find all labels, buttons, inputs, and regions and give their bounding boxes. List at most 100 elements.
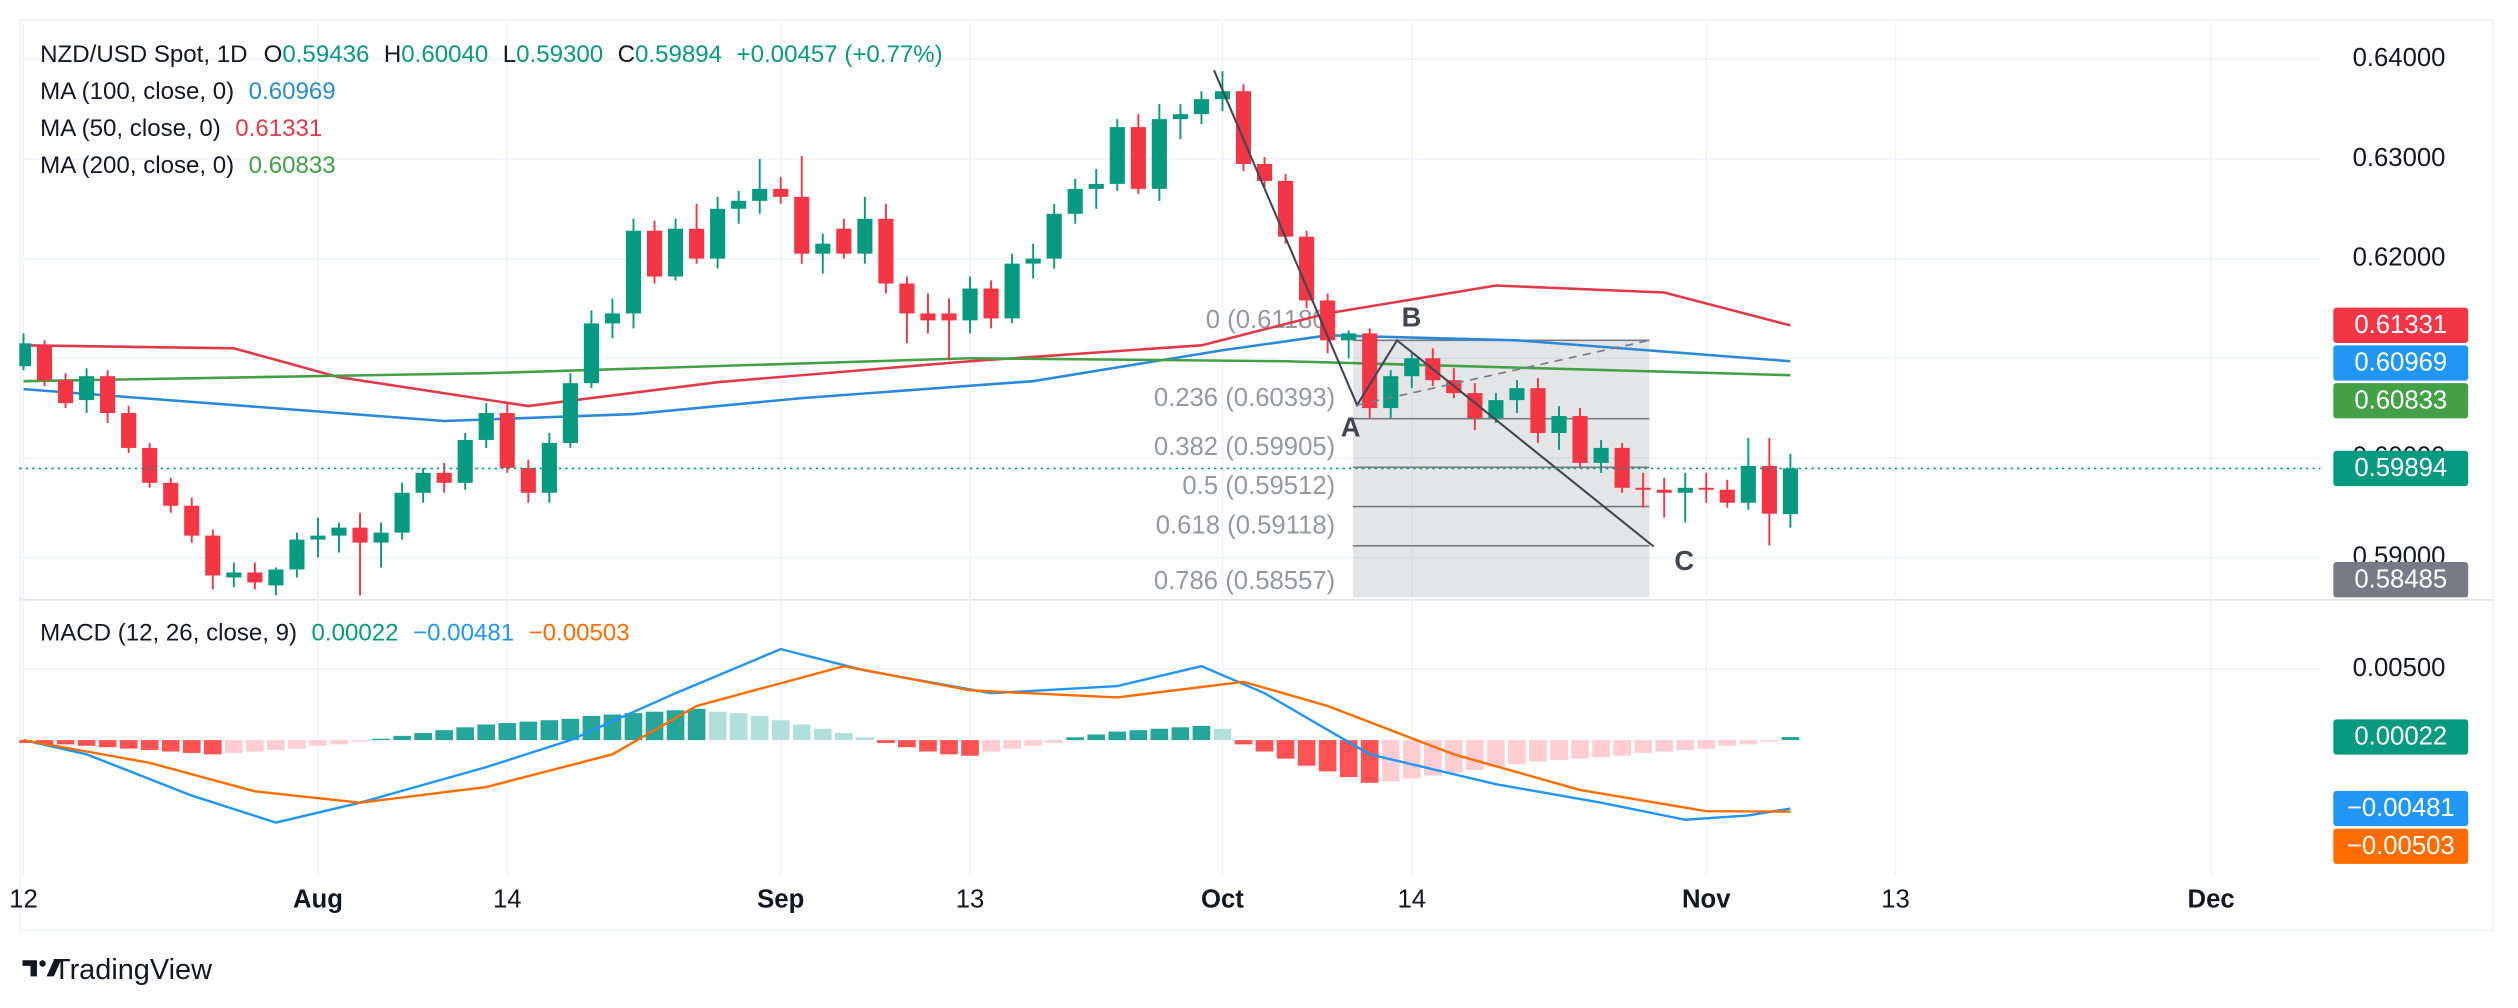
ohlc-value: 0.59894 bbox=[635, 42, 722, 69]
histogram-bar bbox=[1697, 740, 1716, 749]
histogram-bar bbox=[603, 714, 622, 741]
candle-body bbox=[710, 208, 726, 259]
candle-body bbox=[815, 243, 831, 254]
histogram-bar bbox=[898, 740, 916, 748]
candle-body bbox=[205, 535, 221, 576]
candle-body bbox=[184, 505, 200, 536]
histogram-bar bbox=[35, 740, 54, 745]
histogram-bar bbox=[477, 724, 496, 741]
ohlc-value: 0.59300 bbox=[516, 42, 603, 69]
fib-label: 0.382 (0.59905) bbox=[1154, 433, 1335, 461]
candle-body bbox=[541, 442, 557, 493]
candle-body bbox=[247, 572, 263, 583]
histogram-bar bbox=[1003, 740, 1021, 749]
histogram-bar bbox=[372, 738, 390, 741]
ma-legend-value: 0.60969 bbox=[249, 78, 336, 105]
histogram-bar bbox=[56, 740, 75, 745]
candle-body bbox=[583, 323, 599, 384]
histogram-bar bbox=[1571, 740, 1589, 759]
candle-body bbox=[1593, 447, 1609, 463]
candle-body bbox=[310, 535, 326, 540]
histogram-bar bbox=[1550, 740, 1568, 761]
candle-body bbox=[920, 313, 936, 321]
histogram-bar bbox=[540, 720, 559, 741]
histogram-bar bbox=[835, 733, 853, 741]
ma-legend-value: 0.60833 bbox=[249, 152, 336, 179]
ma-legend: MA (100, close, 0) 0.60969 bbox=[40, 78, 336, 105]
pattern-label: C bbox=[1674, 545, 1694, 576]
price-badge bbox=[2333, 450, 2469, 487]
candle-body bbox=[941, 313, 957, 321]
x-tick-label: Nov bbox=[1682, 886, 1731, 914]
fib-label: 0.236 (0.60393) bbox=[1154, 384, 1335, 412]
histogram-bar bbox=[393, 735, 411, 741]
candle-body bbox=[1551, 416, 1567, 433]
histogram-bar bbox=[813, 728, 832, 741]
fib-label: 0.786 (0.58557) bbox=[1154, 567, 1335, 595]
histogram-bar bbox=[224, 740, 243, 753]
histogram-bar bbox=[1150, 728, 1169, 741]
candle-body bbox=[962, 288, 978, 321]
macd-legend-value: −0.00481 bbox=[413, 620, 514, 647]
candle-body bbox=[1719, 489, 1735, 503]
histogram-bar bbox=[1255, 740, 1274, 752]
histogram-bar bbox=[1466, 740, 1484, 770]
histogram-bar bbox=[1529, 740, 1547, 762]
histogram-bar bbox=[456, 727, 475, 741]
histogram-bar bbox=[1592, 740, 1610, 758]
histogram-bar bbox=[1360, 740, 1379, 783]
candle-body bbox=[352, 527, 368, 543]
histogram-bar bbox=[708, 711, 727, 741]
candle-body bbox=[268, 569, 284, 586]
candle-body bbox=[1130, 127, 1146, 189]
histogram-bar bbox=[140, 740, 159, 751]
price-badge-label: 0.60833 bbox=[2354, 386, 2447, 414]
macd-tick-label: 0.00500 bbox=[2353, 654, 2446, 682]
candle-body bbox=[121, 413, 137, 448]
histogram-bar bbox=[203, 740, 222, 755]
candle-body bbox=[625, 230, 642, 314]
ma-line bbox=[23, 284, 1791, 408]
candle-body bbox=[1109, 127, 1125, 184]
candle-body bbox=[1740, 465, 1756, 503]
histogram-bar bbox=[1402, 740, 1421, 779]
price-badge-label: 0.61331 bbox=[2354, 311, 2447, 339]
histogram-bar bbox=[1192, 725, 1211, 741]
histogram-bar bbox=[1129, 730, 1148, 741]
candle-body bbox=[1299, 236, 1315, 301]
x-tick-label: 13 bbox=[956, 886, 985, 914]
histogram-bar bbox=[1760, 740, 1779, 742]
histogram-bar bbox=[77, 740, 96, 746]
histogram-bar bbox=[771, 720, 790, 741]
candle-body bbox=[1656, 489, 1672, 493]
histogram-bar bbox=[1781, 736, 1800, 741]
candle-body bbox=[331, 527, 347, 536]
candle-body bbox=[731, 200, 747, 209]
x-tick-label: Oct bbox=[1201, 886, 1244, 914]
candle-body bbox=[1467, 393, 1483, 419]
histogram-bar bbox=[309, 740, 327, 746]
fib-label: 0.618 (0.59118) bbox=[1156, 511, 1335, 539]
candle-body bbox=[415, 472, 431, 493]
grid bbox=[19, 22, 2321, 876]
histogram-bar bbox=[1066, 737, 1085, 741]
histogram-bar bbox=[1213, 728, 1232, 741]
candle-body bbox=[1761, 465, 1777, 514]
histogram-bar bbox=[519, 721, 538, 741]
candle-body bbox=[394, 492, 410, 533]
price-badge-label: 0.60969 bbox=[2354, 349, 2447, 377]
histogram-bar bbox=[940, 740, 958, 755]
candle-body bbox=[899, 283, 915, 314]
candle-body bbox=[226, 572, 242, 578]
candle-body bbox=[1572, 416, 1588, 463]
histogram-bar bbox=[1171, 727, 1190, 741]
histogram-bar bbox=[1381, 740, 1400, 782]
histogram-bar bbox=[1297, 740, 1316, 766]
histogram-bar bbox=[1045, 740, 1064, 743]
candle-body bbox=[773, 188, 789, 197]
histogram-bar bbox=[98, 740, 117, 748]
candle-body bbox=[373, 532, 389, 543]
candle-body bbox=[478, 413, 494, 440]
